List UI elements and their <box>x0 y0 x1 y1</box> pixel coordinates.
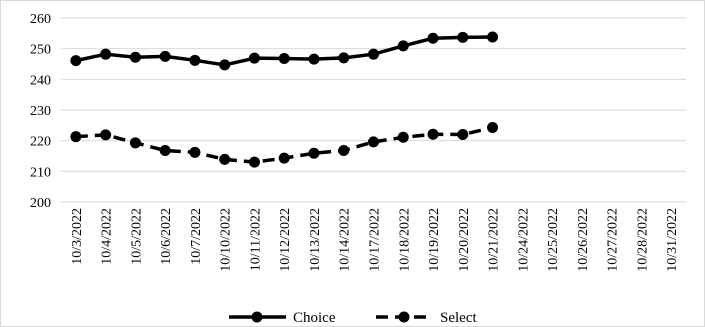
data-point-choice <box>189 54 201 66</box>
x-tick-label: 10/3/2022 <box>70 208 85 265</box>
data-point-select <box>189 146 201 158</box>
y-tick-label: 240 <box>30 73 51 88</box>
data-point-select <box>219 153 231 165</box>
y-tick-label: 250 <box>30 43 51 58</box>
x-tick-label: 10/17/2022 <box>368 208 383 272</box>
data-point-choice <box>100 48 112 60</box>
data-point-select <box>129 137 141 149</box>
data-point-select <box>70 131 82 143</box>
x-tick-label: 10/25/2022 <box>546 208 561 272</box>
x-tick-label: 10/14/2022 <box>338 208 353 272</box>
data-point-choice <box>487 31 499 43</box>
y-tick-label: 200 <box>30 196 51 211</box>
y-axis-ticks: 200 210 220 230 240 250 260 <box>30 12 51 211</box>
data-point-select <box>278 152 290 164</box>
data-point-choice <box>219 59 231 71</box>
data-point-choice <box>159 50 171 62</box>
y-tick-label: 260 <box>30 12 51 27</box>
x-tick-label: 10/7/2022 <box>189 208 204 265</box>
data-point-select <box>308 147 320 159</box>
legend: Choice Select <box>229 310 477 326</box>
data-point-choice <box>70 55 82 67</box>
data-point-choice <box>278 52 290 64</box>
data-point-select <box>457 129 469 141</box>
y-tick-label: 220 <box>30 135 51 150</box>
data-point-select <box>100 129 112 141</box>
data-point-choice <box>338 52 350 64</box>
data-point-choice <box>427 32 439 44</box>
legend-marker-choice <box>251 311 263 323</box>
x-tick-label: 10/27/2022 <box>606 208 621 272</box>
legend-label-choice: Choice <box>293 310 336 326</box>
data-point-select <box>368 136 379 148</box>
x-tick-label: 10/6/2022 <box>159 208 174 265</box>
gridlines <box>61 17 686 203</box>
x-tick-label: 10/4/2022 <box>100 208 115 265</box>
data-point-choice <box>368 48 379 60</box>
x-axis-ticks: 10/3/2022 10/4/2022 10/5/2022 10/6/2022 10/7… <box>70 208 680 272</box>
y-tick-label: 230 <box>30 104 51 119</box>
data-point-choice <box>248 52 260 64</box>
data-point-choice <box>397 40 409 52</box>
data-point-select <box>248 156 260 168</box>
data-point-choice <box>129 51 141 63</box>
data-point-select <box>338 144 350 156</box>
x-tick-label: 10/12/2022 <box>278 208 293 272</box>
x-tick-label: 10/13/2022 <box>308 208 323 272</box>
data-point-select <box>159 144 171 156</box>
x-tick-label: 10/28/2022 <box>635 208 650 272</box>
data-point-choice <box>308 53 320 65</box>
data-point-choice <box>457 31 469 43</box>
x-tick-label: 10/21/2022 <box>487 208 502 272</box>
legend-marker-select <box>398 311 410 323</box>
series-lines <box>70 31 499 168</box>
data-point-select <box>487 121 499 133</box>
y-tick-label: 210 <box>30 165 51 180</box>
x-tick-label: 10/31/2022 <box>665 208 680 272</box>
legend-label-select: Select <box>440 310 477 326</box>
x-tick-label: 10/5/2022 <box>129 208 144 265</box>
x-tick-label: 10/19/2022 <box>427 208 442 272</box>
data-point-select <box>427 128 439 140</box>
x-tick-label: 10/26/2022 <box>576 208 591 272</box>
data-point-select <box>397 131 409 143</box>
x-tick-label: 10/20/2022 <box>457 208 472 272</box>
x-tick-label: 10/10/2022 <box>219 208 234 272</box>
x-tick-label: 10/18/2022 <box>397 208 412 272</box>
x-tick-label: 10/11/2022 <box>248 208 263 271</box>
x-tick-label: 10/24/2022 <box>516 208 531 272</box>
